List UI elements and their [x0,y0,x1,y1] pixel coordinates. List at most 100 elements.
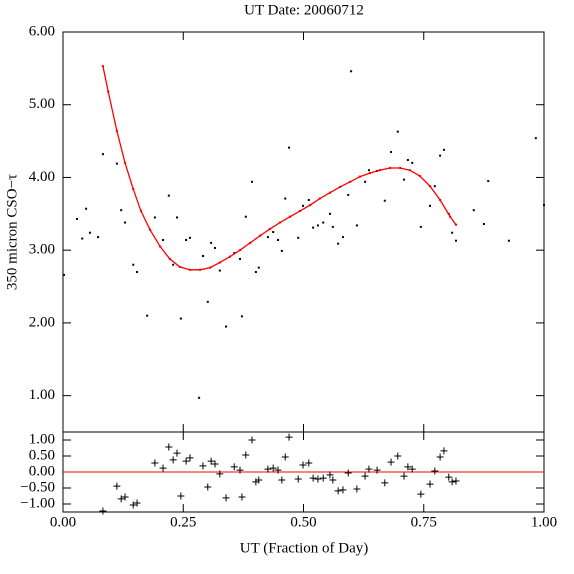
residual-point [204,483,212,491]
data-point [297,236,300,239]
data-point [284,197,287,200]
residual-point [426,480,434,488]
residual-point [334,487,342,495]
fit-point [132,187,135,191]
data-point [406,159,409,161]
y-tick-label: −1.00 [20,495,55,511]
data-point [337,242,340,245]
data-point [85,207,88,210]
y-tick-label: −0.50 [20,479,55,495]
data-point [454,239,457,242]
residual-point [344,469,352,477]
residual-point [274,466,282,474]
fit-point [288,215,292,218]
residual-point [113,482,121,490]
residual-point [452,477,460,485]
fit-point [298,209,302,213]
data-point [367,169,370,172]
data-point [175,216,178,219]
data-point [383,199,386,202]
residual-point [207,457,215,465]
fit-point [388,166,392,170]
data-point [136,271,139,273]
residual-point [299,461,307,469]
data-point [225,325,228,328]
residual-point [448,478,456,486]
data-point [280,249,283,252]
residual-point [173,449,181,457]
y-tick-label: 6.00 [29,23,55,39]
data-point [411,161,414,164]
fit-point [449,215,452,218]
residual-point [404,463,412,471]
data-point [543,204,545,207]
residual-point [408,465,416,473]
fit-point [309,203,312,207]
fit-point [398,166,402,170]
plot-frame [62,31,545,433]
data-point [188,236,191,239]
data-point [472,209,475,212]
residual-point [211,460,219,468]
data-point [233,252,236,255]
data-point [429,204,432,207]
fit-point [148,228,152,232]
fit-point [318,197,322,200]
residual-point [222,494,230,502]
fit-point [418,174,422,178]
residual-point [264,465,272,473]
data-point [266,236,269,239]
data-point [257,266,260,269]
fit-point [115,129,119,133]
data-point [120,209,123,212]
fit-point [158,245,162,248]
residual-point [373,466,381,474]
y-tick-label: 1.00 [29,431,55,447]
fit-point [454,223,458,226]
y-tick-label: 4.00 [29,169,55,185]
fit-point [139,209,143,213]
fit-point [208,266,212,269]
data-point [124,221,127,224]
fit-point [438,198,442,202]
fit-point [107,90,110,93]
residual-point [281,453,289,461]
data-point [442,148,445,151]
residual-point [400,472,408,480]
data-point [482,223,485,225]
fit-point [338,185,342,189]
residual-point [361,472,369,480]
residual-point [177,492,185,500]
x-tick-label: 0.00 [50,514,76,530]
fit-point [228,255,232,258]
data-point [288,146,291,149]
residual-point [99,507,107,515]
data-point [81,237,84,240]
residual-point [199,462,207,470]
x-tick-label: 1.00 [531,514,557,530]
data-point [179,317,182,320]
data-point [350,70,353,73]
residual-point [182,457,190,465]
data-point [316,224,319,227]
data-point [62,273,65,276]
data-point [307,199,310,201]
chart-title: UT Date: 20060712 [244,2,364,18]
data-point [201,255,204,257]
y-tick-label: 1.00 [29,387,55,403]
residual-point [238,493,246,501]
data-point [146,314,149,317]
data-point [254,271,257,273]
data-point [331,225,334,228]
residual-point [255,476,263,484]
y-tick-label: 5.00 [29,96,55,112]
residual-point [186,454,194,462]
data-point [251,180,254,183]
x-tick-label: 0.25 [170,514,196,530]
data-point [185,239,188,241]
data-point [97,236,100,239]
y-tick-label: 0.50 [29,447,55,463]
fit-point [268,227,272,231]
data-point [396,130,399,133]
data-point [322,221,325,224]
